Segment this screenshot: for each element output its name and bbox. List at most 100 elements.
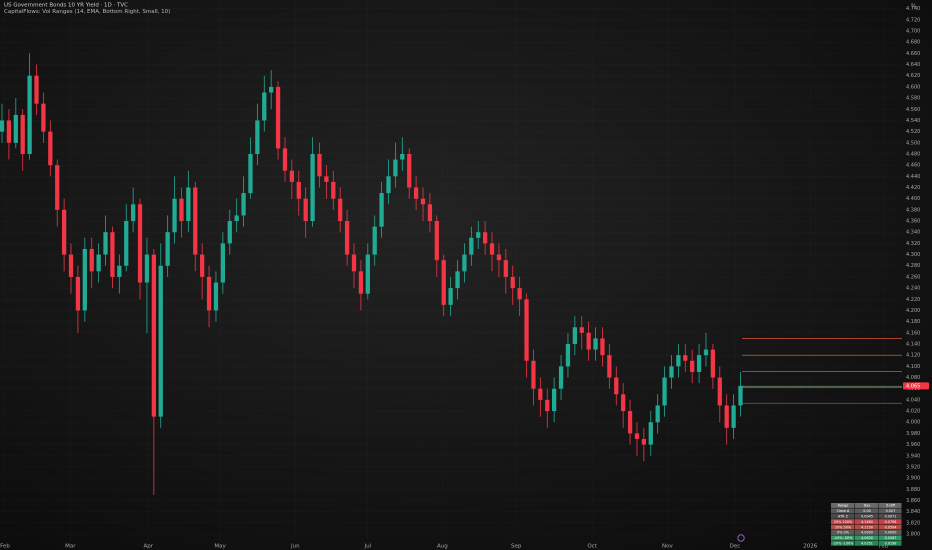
table-cell-text: 0% 0% [837,531,850,535]
y-tick-label: 3.960 [906,442,920,448]
y-tick-label: 4.620 [906,73,920,79]
candle-body [662,377,667,406]
candle-body [393,159,398,177]
x-tick-label: Aug [437,544,448,550]
table-cell-text: 4.0630 [861,536,873,540]
table-cell-text: 0.0000 [885,531,897,535]
candle-body [420,198,426,205]
y-tick-label: 4.080 [906,375,920,381]
candle-body [365,254,370,294]
table-cell-text: 4.0351 [861,542,873,546]
table-cell-text: 0.0045 [861,515,873,519]
candle-body [489,243,495,255]
candle-body [303,198,308,222]
y-tick-label: 4.380 [906,207,920,213]
candle-body [117,265,122,277]
candle-body [379,193,384,227]
table-cell [831,524,855,530]
candle-body [683,355,688,361]
candle-body [20,114,25,154]
candle-body [103,232,108,255]
candle-body [690,360,695,372]
candle-body [351,254,357,272]
y-tick-label: 4.640 [906,62,920,68]
candle-body [482,232,488,244]
candle-body [696,355,702,372]
candle-body [206,276,212,311]
candle-body [434,221,439,261]
candle-body [34,75,39,104]
candle-body [6,120,12,143]
table-cell-text: 10% 50% [835,525,852,529]
table-cell-text: 4.0900 [861,531,873,535]
candle-body [324,176,329,182]
candles [0,53,743,495]
table-cell [831,519,855,525]
candle-body [552,388,557,412]
x-tick-label: Sep [511,544,522,550]
y-tick-label: 3.820 [906,520,920,526]
chart-title: US Government Bonds 10 YR Yield · 1D · T… [4,3,128,9]
x-tick-label: Oct [587,544,597,550]
overlay: 4.065 [740,338,929,404]
candle-body [634,433,640,440]
table-cell [855,508,879,514]
table-cell [855,535,879,541]
y-tick-label: 4.500 [906,140,920,146]
candle-body [524,299,529,361]
table-cell-text: 0.0267 [885,536,897,540]
table-header-cell [831,503,855,508]
candle-body [703,349,709,356]
candle-body [75,276,81,311]
y-tick-label: 4.320 [906,241,920,247]
table-cell [855,519,879,525]
candle-body [400,153,405,160]
x-tick-label: Nov [662,544,673,550]
candle-body [213,282,219,311]
candle-body [441,260,446,305]
y-tick-label: 3.860 [906,498,920,504]
candle-body [317,153,322,177]
candle-body [731,405,736,428]
y-tick-label: 4.240 [906,286,920,292]
candle-body [0,120,5,132]
candle-body [565,343,571,367]
candle-body [738,385,743,406]
unit-label: % [911,4,916,10]
candle-body [200,254,205,277]
y-tick-label: 4.260 [906,274,920,280]
y-tick-label: 4.720 [906,17,920,23]
candle-body [41,103,46,132]
y-tick-label: 4.740 [906,6,920,12]
y-tick-label: 4.400 [906,196,920,202]
candle-body [227,221,232,244]
candle-body [427,204,433,222]
candle-body [296,181,301,199]
y-tick-label: 4.480 [906,151,920,157]
candle-body [96,254,101,272]
y-tick-label: 3.880 [906,487,920,493]
candle-body [593,338,598,350]
table-header-text: Day [864,504,871,508]
event-icon[interactable] [737,534,745,542]
candle-body [538,388,543,400]
candle-body [469,237,474,255]
table-cell [879,519,902,525]
candle-body [179,198,184,222]
y-tick-label: 4.180 [906,319,920,325]
candle-body [124,221,129,266]
table-cell [879,540,902,546]
y-tick-label: 4.140 [906,341,920,347]
table-cell-text: Close Δ [837,509,850,513]
candle-body [130,204,136,222]
table-cell [831,535,855,541]
candle-body [234,215,239,222]
y-tick-label: 4.460 [906,163,920,169]
y-tick-label: 4.040 [906,397,920,403]
y-tick-label: 4.520 [906,129,920,135]
table-cell [879,508,902,514]
table-cell [855,524,879,530]
candle-body [724,405,729,428]
